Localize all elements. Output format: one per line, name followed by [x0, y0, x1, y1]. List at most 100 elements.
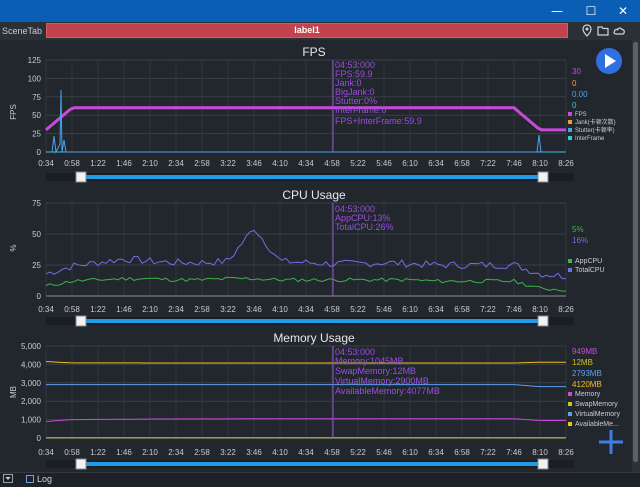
legend-item-fps[interactable]: FPS — [575, 112, 587, 118]
location-pin-icon[interactable] — [580, 23, 594, 38]
y-tick-label: 1,000 — [21, 416, 42, 425]
cpu-tooltip-line: TotalCPU:26% — [335, 222, 394, 232]
jank-current-value: 0 — [572, 79, 577, 88]
y-tick-label: 5,000 — [21, 342, 42, 351]
memory-series-line — [45, 418, 566, 422]
memory-current-value: 949MB — [572, 347, 597, 356]
memory-slider-right-handle[interactable] — [537, 458, 549, 470]
fps-y-tick-labels: 0 25 50 75 100 125 — [28, 56, 42, 157]
memory-x-tick-labels: 0:34 0:58 1:22 1:46 2:10 2:34 2:58 3:22 3:46 4:10… — [38, 448, 574, 457]
legend-item-interframe[interactable]: InterFrame — [575, 136, 605, 142]
fps-slider-range[interactable] — [82, 175, 544, 179]
x-tick-label: 1:46 — [116, 159, 132, 168]
x-tick-label: 4:10 — [272, 305, 288, 314]
x-tick-label: 3:22 — [220, 159, 236, 168]
legend-item-jank[interactable]: Jank(卡顿次数) — [575, 118, 616, 126]
x-tick-label: 1:46 — [116, 305, 132, 314]
memory-tooltip-line: VirtualMemory:2900MB — [335, 376, 429, 386]
x-tick-label: 8:10 — [532, 448, 548, 457]
x-tick-label: 7:22 — [480, 448, 496, 457]
panel-dropdown-button[interactable] — [3, 474, 13, 483]
cpu-slider-left-handle[interactable] — [75, 315, 87, 327]
y-tick-label: 0 — [37, 434, 42, 443]
bottom-bar — [0, 472, 640, 487]
cpu-tooltip: 04:53:000 AppCPU:13% TotalCPU:26% — [335, 204, 394, 232]
cpu-slider-right-handle[interactable] — [537, 315, 549, 327]
x-tick-label: 2:58 — [194, 448, 210, 457]
x-tick-label: 0:58 — [64, 448, 80, 457]
x-tick-label: 0:34 — [38, 305, 54, 314]
minimize-button[interactable]: — — [551, 4, 563, 18]
fps-y-axis-label: FPS — [9, 104, 18, 120]
add-chart-button[interactable] — [596, 428, 626, 456]
memory-chart: Memory Usage MB 0 1,000 2,000 3,000 4,000 5,0… — [9, 331, 626, 470]
fps-gridlines — [45, 59, 567, 153]
fps-range-slider[interactable] — [46, 171, 574, 183]
x-tick-label: 6:58 — [454, 305, 470, 314]
x-tick-label: 4:10 — [272, 159, 288, 168]
cpu-range-slider[interactable] — [46, 315, 574, 327]
fps-slider-right-handle[interactable] — [537, 171, 549, 183]
tab-label1[interactable]: label1 — [46, 23, 568, 38]
cpu-y-axis-label: % — [9, 244, 18, 251]
cpu-slider-range[interactable] — [82, 319, 544, 323]
x-tick-label: 4:34 — [298, 305, 314, 314]
x-tick-label: 1:46 — [116, 448, 132, 457]
memory-slider-left-handle[interactable] — [75, 458, 87, 470]
tab-scene[interactable]: SceneTab — [2, 26, 43, 36]
x-tick-label: 2:34 — [168, 448, 184, 457]
memory-tooltip-line: AvailableMemory:4077MB — [335, 386, 440, 396]
x-tick-label: 7:22 — [480, 305, 496, 314]
legend-swatch — [568, 259, 572, 263]
x-tick-label: 3:46 — [246, 159, 262, 168]
x-tick-label: 5:22 — [350, 159, 366, 168]
fps-tooltip-line: FPS:59.9 — [335, 69, 373, 79]
window-titlebar — [0, 0, 640, 22]
legend-item-memory[interactable]: Memory — [575, 391, 601, 398]
legend-item-stutter[interactable]: Stutter(卡顿率) — [575, 126, 615, 134]
cloud-icon[interactable] — [612, 23, 626, 38]
legend-item-totalcpu[interactable]: TotalCPU — [575, 267, 605, 274]
x-tick-label: 5:22 — [350, 448, 366, 457]
legend-swatch — [568, 402, 572, 406]
x-tick-label: 1:22 — [90, 448, 106, 457]
y-tick-label: 4,000 — [21, 360, 42, 369]
vertical-scrollbar-thumb[interactable] — [633, 42, 638, 462]
legend-swatch — [568, 392, 572, 396]
x-tick-label: 3:22 — [220, 305, 236, 314]
fps-tooltip-line: Stutter:0% — [335, 96, 377, 106]
maximize-button[interactable]: ☐ — [585, 4, 597, 18]
memory-tooltip-line: SwapMemory:12MB — [335, 366, 416, 376]
x-tick-label: 5:46 — [376, 448, 392, 457]
legend-item-availablememory[interactable]: AvailableMe... — [575, 421, 619, 428]
availablememory-series-line — [45, 361, 566, 364]
fps-tooltip-line: FPS+InterFrame:59.9 — [335, 116, 422, 126]
y-tick-label: 2,000 — [21, 397, 42, 406]
close-button[interactable]: ✕ — [617, 4, 629, 18]
interframe-current-value: 0 — [572, 101, 577, 110]
x-tick-label: 4:10 — [272, 448, 288, 457]
fps-series-line — [45, 106, 566, 132]
folder-icon[interactable] — [596, 23, 610, 38]
fps-tooltip: 04:53:000 FPS:59.9 Jank:0 BigJank:0 Stut… — [335, 60, 422, 126]
y-tick-label: 0 — [37, 292, 42, 301]
cpu-chart-title: CPU Usage — [282, 188, 346, 202]
legend-item-virtualmemory[interactable]: VirtualMemory — [575, 411, 620, 418]
appcpu-current-value: 5% — [572, 225, 584, 234]
virtualmemory-current-value: 2793MB — [572, 369, 602, 378]
x-tick-label: 7:46 — [506, 305, 522, 314]
memory-range-slider[interactable] — [46, 458, 574, 470]
log-checkbox[interactable] — [26, 475, 34, 483]
x-tick-label: 6:34 — [428, 448, 444, 457]
x-tick-label: 3:46 — [246, 448, 262, 457]
y-tick-label: 75 — [32, 199, 41, 208]
x-tick-label: 6:34 — [428, 159, 444, 168]
totalcpu-current-value: 16% — [572, 236, 588, 245]
y-tick-label: 125 — [28, 56, 42, 65]
legend-item-appcpu[interactable]: AppCPU — [575, 258, 602, 265]
x-tick-label: 2:58 — [194, 305, 210, 314]
fps-slider-left-handle[interactable] — [75, 171, 87, 183]
memory-slider-range[interactable] — [82, 462, 544, 466]
legend-item-swapmemory[interactable]: SwapMemory — [575, 401, 618, 408]
y-tick-label: 50 — [32, 111, 41, 120]
